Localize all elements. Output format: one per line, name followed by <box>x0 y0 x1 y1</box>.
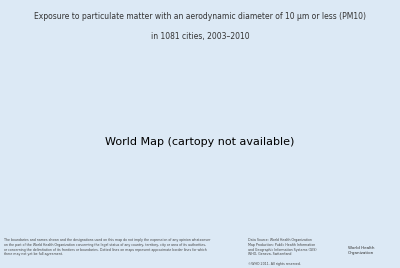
Text: Exposure to particulate matter with an aerodynamic diameter of 10 μm or less (PM: Exposure to particulate matter with an a… <box>34 12 366 21</box>
Text: ©WHO 2011. All rights reserved.: ©WHO 2011. All rights reserved. <box>248 262 301 266</box>
Text: World Health
Organization: World Health Organization <box>348 246 374 255</box>
Text: The boundaries and names shown and the designations used on this map do not impl: The boundaries and names shown and the d… <box>4 239 210 256</box>
Text: in 1081 cities, 2003–2010: in 1081 cities, 2003–2010 <box>151 32 249 41</box>
Text: Data Source: World Health Organization
Map Production: Public Health Information: Data Source: World Health Organization M… <box>248 239 317 256</box>
Text: World Map (cartopy not available): World Map (cartopy not available) <box>105 137 295 147</box>
